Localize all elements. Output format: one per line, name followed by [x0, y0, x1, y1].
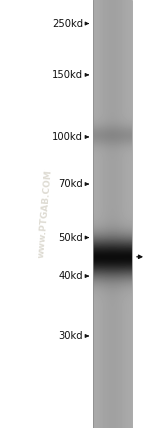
Text: 150kd: 150kd [52, 70, 83, 80]
Text: www.PTGAB.COM: www.PTGAB.COM [36, 169, 53, 259]
Text: 50kd: 50kd [58, 232, 83, 243]
Text: 40kd: 40kd [58, 271, 83, 281]
Text: 250kd: 250kd [52, 18, 83, 29]
Text: 100kd: 100kd [52, 132, 83, 142]
Text: 70kd: 70kd [58, 179, 83, 189]
Bar [0, 0, 93, 428]
Text: 30kd: 30kd [58, 331, 83, 341]
